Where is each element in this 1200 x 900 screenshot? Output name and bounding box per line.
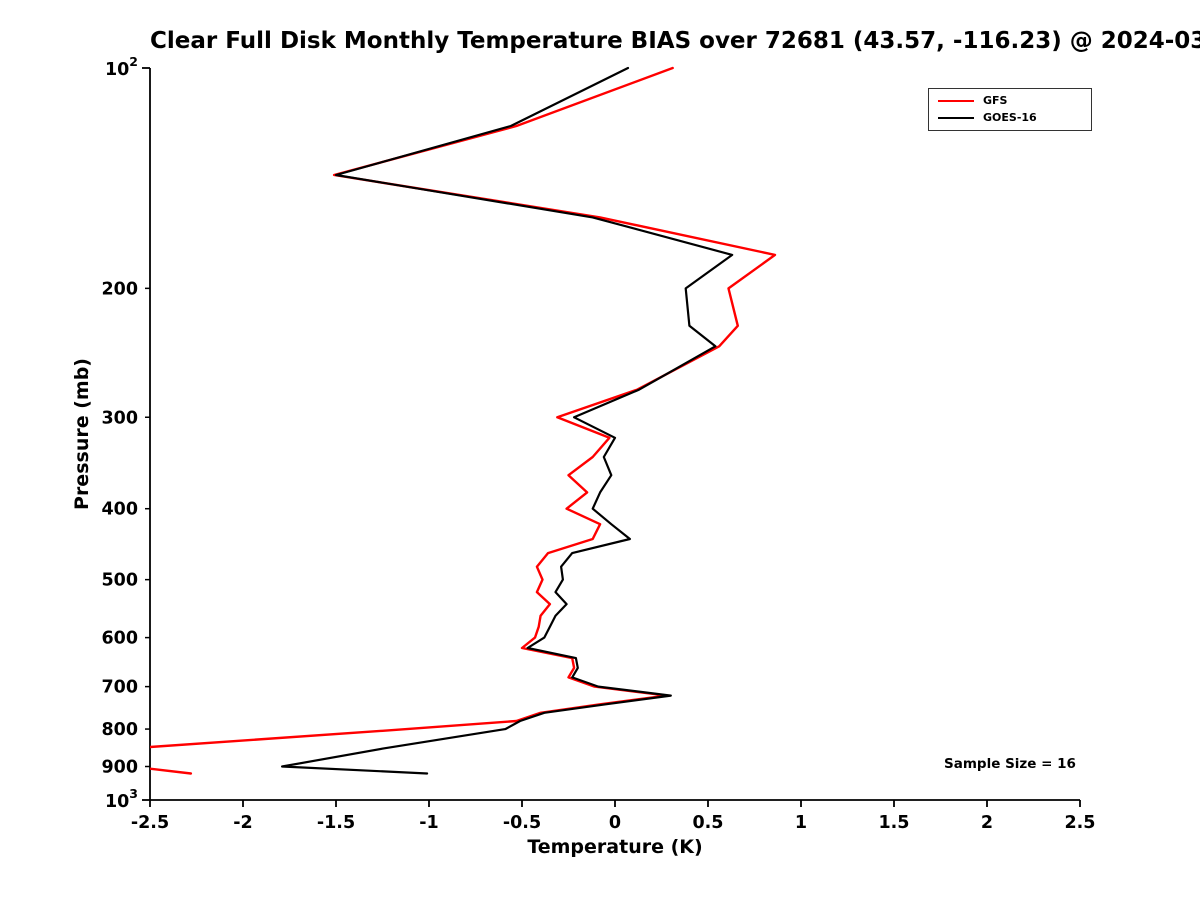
y-minor-tick-label: 400 [101, 500, 138, 520]
y-axis-title: Pressure (mb) [71, 358, 93, 510]
x-tick-label: 2.5 [1064, 813, 1095, 833]
x-tick-label: -2.5 [131, 813, 169, 833]
y-minor-tick-label: 700 [101, 678, 138, 698]
x-tick-label: -2 [233, 813, 252, 833]
x-tick-label: -1.5 [317, 813, 355, 833]
x-tick-label: 0 [609, 813, 621, 833]
x-tick-label: 1 [795, 813, 807, 833]
x-tick-label: 0.5 [692, 813, 723, 833]
x-tick-label: -1 [419, 813, 438, 833]
y-minor-tick-label: 800 [101, 720, 138, 740]
gfs-line [150, 66, 777, 775]
x-tick-label: 2 [981, 813, 993, 833]
sample-size-annotation: Sample Size = 16 [944, 756, 1076, 772]
y-minor-tick-label: 300 [101, 408, 138, 428]
y-minor-tick-label: 900 [101, 758, 138, 778]
y-minor-tick-label: 200 [101, 279, 138, 299]
legend-line-gfs [938, 100, 974, 102]
y-major-tick-label: 102 [105, 54, 138, 80]
x-tick-label: -0.5 [503, 813, 541, 833]
x-axis-title: Temperature (K) [527, 836, 703, 858]
chart-title: Clear Full Disk Monthly Temperature BIAS… [150, 28, 1200, 54]
goes-16-line [281, 66, 734, 775]
legend-label-goes16: GOES-16 [983, 111, 1037, 124]
legend: GFS GOES-16 [928, 88, 1092, 131]
y-major-tick-label: 103 [105, 786, 138, 812]
y-minor-tick-label: 600 [101, 629, 138, 649]
legend-entry-goes16: GOES-16 [938, 112, 1081, 124]
x-tick-label: 1.5 [878, 813, 909, 833]
legend-line-goes16 [938, 117, 974, 119]
y-minor-tick-label: 500 [101, 571, 138, 591]
legend-label-gfs: GFS [983, 94, 1008, 107]
legend-entry-gfs: GFS [938, 95, 1081, 107]
